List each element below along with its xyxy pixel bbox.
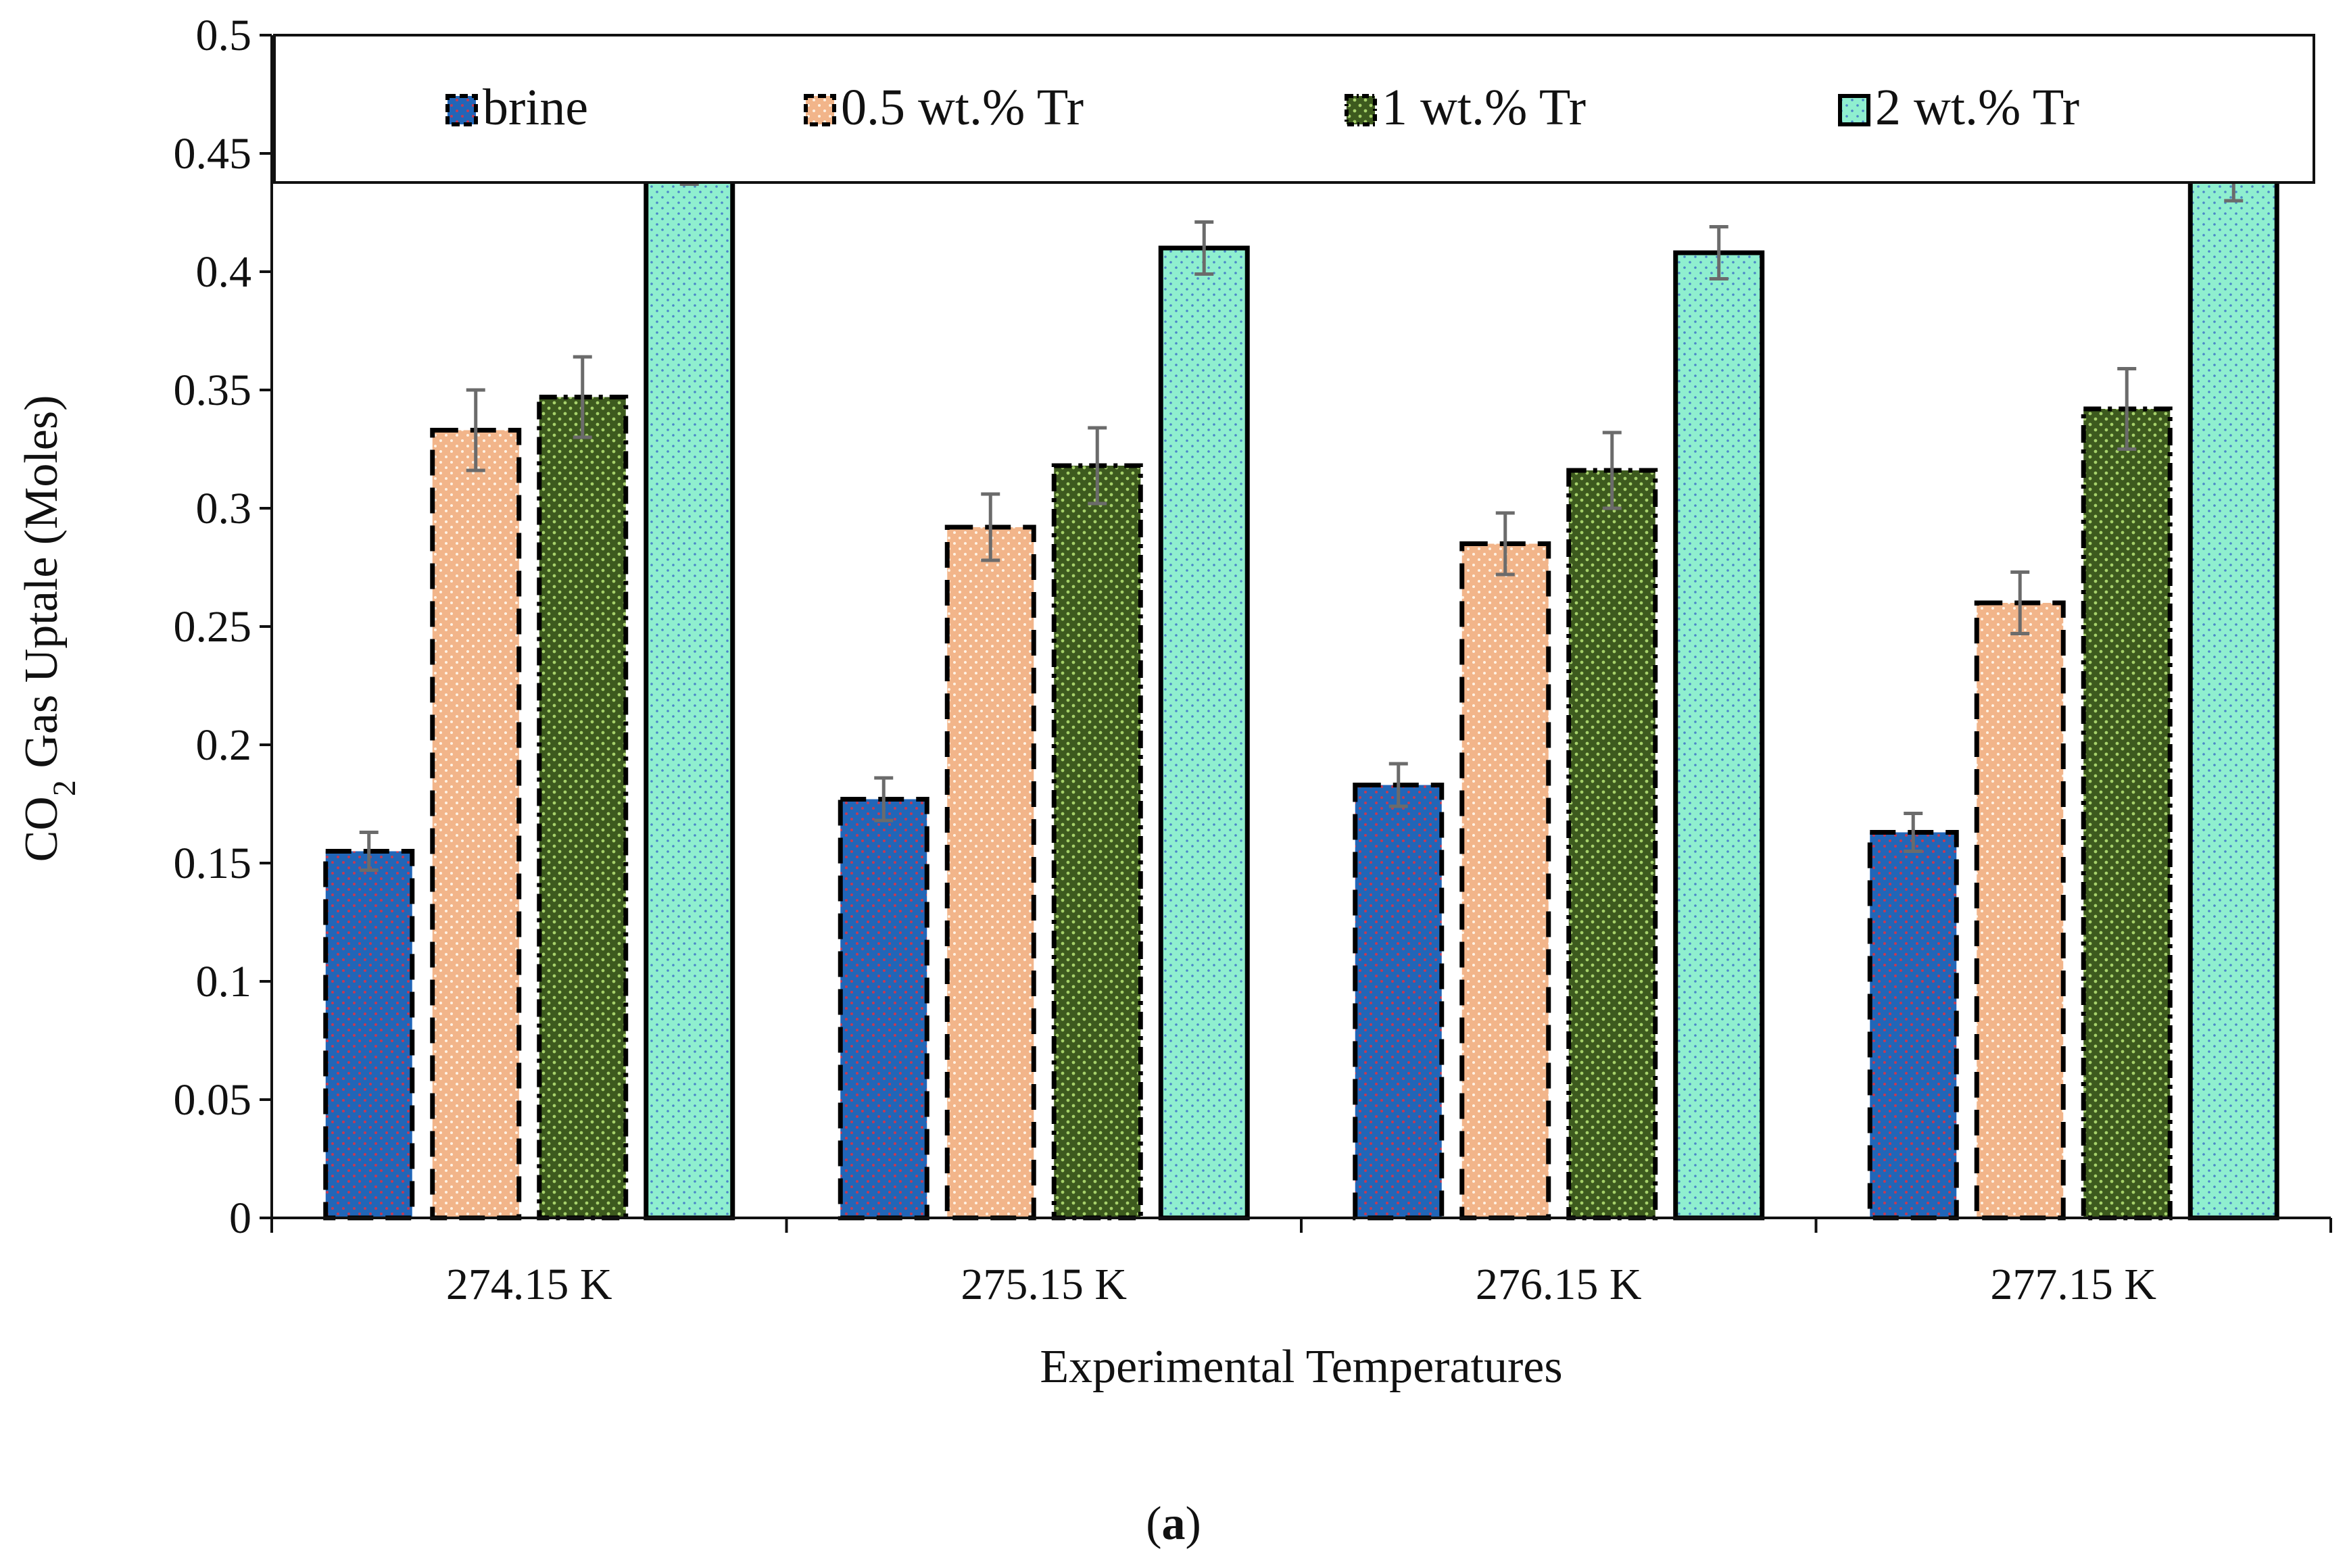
y-tick-label: 0.5 — [196, 11, 252, 60]
x-tick-label: 275.15 K — [961, 1260, 1127, 1309]
legend-label: 0.5 wt.% Tr — [841, 79, 1084, 136]
error-bar-3-4 — [2117, 367, 2137, 451]
y-tick-label: 0.15 — [174, 839, 252, 888]
y-tick-label: 0.3 — [196, 484, 252, 533]
error-bar-1-2 — [874, 776, 894, 823]
x-tick-labels: 274.15 K 275.15 K 276.15 K 277.15 K — [446, 1260, 2156, 1309]
y-tick-label: 0.45 — [174, 129, 252, 178]
error-bar-2-2 — [981, 492, 1000, 562]
error-bar-3-1 — [573, 355, 592, 439]
error-bar-2-3 — [1495, 511, 1515, 577]
x-tick-label: 277.15 K — [1990, 1260, 2156, 1309]
error-bar-3-3 — [1602, 431, 1622, 510]
bar-1-2 — [838, 797, 929, 1221]
legend-item-2: 0.5 wt.% Tr — [804, 79, 1084, 136]
y-axis-title: CO2 Gas Uptale (Moles) — [16, 395, 82, 862]
error-bar-2-1 — [466, 388, 485, 472]
axes-group — [260, 34, 2332, 1233]
legend-label: 1 wt.% Tr — [1382, 79, 1586, 136]
bar-4-1 — [644, 155, 735, 1221]
y-tick-label: 0.05 — [174, 1075, 252, 1125]
legend-swatch — [445, 94, 478, 126]
legend-item-3: 1 wt.% Tr — [1345, 79, 1586, 136]
bar-2-1 — [430, 428, 522, 1221]
bar-4-2 — [1158, 245, 1250, 1221]
bar-4-4 — [2187, 172, 2279, 1221]
y-tick-label: 0.25 — [174, 602, 252, 652]
legend: brine 0.5 wt.% Tr 1 wt.% Tr 2 wt.% Tr — [273, 34, 2315, 184]
y-tick-label: 0 — [229, 1194, 251, 1243]
error-bar-1-1 — [359, 831, 379, 872]
bar-4-3 — [1673, 250, 1765, 1221]
error-bar-1-4 — [1904, 812, 1923, 853]
bar-2-3 — [1459, 541, 1551, 1221]
error-bar-4-3 — [1709, 225, 1728, 280]
bar-3-2 — [1051, 463, 1143, 1221]
y-tick-label: 0.4 — [196, 247, 252, 297]
bar-3-3 — [1566, 468, 1658, 1221]
y-axis-title-subscript: 2 — [47, 780, 82, 796]
y-tick-labels: 0 0.05 0.1 0.15 0.2 0.25 0.3 0.35 0.4 0.45 0.5 — [174, 11, 252, 1243]
y-axis-title-suffix: Gas Uptale (Moles) — [16, 395, 68, 781]
y-tick-label: 0.1 — [196, 957, 252, 1006]
legend-item-4: 2 wt.% Tr — [1838, 79, 2079, 136]
x-tick-label: 274.15 K — [446, 1260, 612, 1309]
bar-1-3 — [1353, 783, 1445, 1221]
x-axis-title: Experimental Temperatures — [1040, 1341, 1562, 1393]
y-tick-label: 0.2 — [196, 720, 252, 770]
legend-swatch — [1838, 94, 1870, 126]
error-bar-3-2 — [1088, 426, 1107, 506]
error-bar-4-2 — [1194, 220, 1214, 276]
figure-caption: (a) — [0, 1497, 2347, 1551]
caption-letter: a — [1161, 1498, 1186, 1550]
bars-group — [323, 155, 2279, 1221]
bar-1-4 — [1867, 830, 1959, 1221]
bar-2-4 — [1974, 600, 2066, 1221]
x-tick-label: 276.15 K — [1476, 1260, 1642, 1309]
bar-1-1 — [323, 849, 415, 1221]
caption-open-paren: ( — [1146, 1498, 1162, 1550]
caption-close-paren: ) — [1185, 1498, 1201, 1550]
legend-swatch — [804, 94, 836, 126]
legend-label: 2 wt.% Tr — [1875, 79, 2079, 136]
legend-swatch — [1345, 94, 1377, 126]
error-bar-2-4 — [2010, 570, 2030, 635]
bar-2-2 — [944, 524, 1036, 1221]
y-tick-label: 0.35 — [174, 366, 252, 415]
error-bar-1-3 — [1388, 762, 1408, 808]
bar-3-4 — [2081, 406, 2173, 1221]
error-bars-group — [359, 130, 2244, 872]
legend-item-1: brine — [445, 79, 588, 136]
legend-label: brine — [483, 79, 588, 136]
y-axis-title-prefix: CO — [16, 796, 68, 862]
bar-3-1 — [537, 395, 629, 1221]
legend-frame — [273, 34, 2315, 184]
